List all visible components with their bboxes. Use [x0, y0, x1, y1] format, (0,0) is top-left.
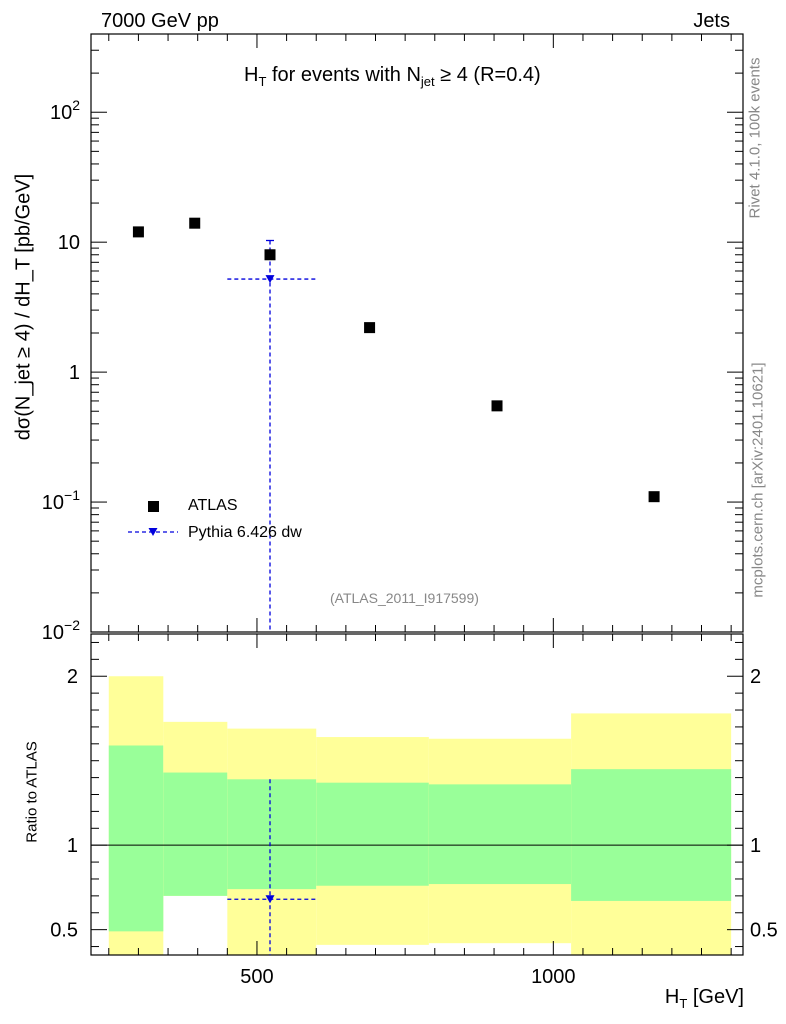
- y-tick-label-0: 10−2: [42, 617, 80, 644]
- ratio-axis-label: Ratio to ATLAS: [23, 741, 41, 843]
- ratio-tick-label-right-0.5: 0.5: [750, 920, 778, 942]
- ratio-mc-point-0: [265, 895, 275, 904]
- y-tick-label-exponent: 2: [72, 97, 80, 113]
- mc-point-0: [265, 275, 275, 284]
- ratio-tick-label-right-2: 2: [750, 666, 761, 688]
- x-ticks: [108, 34, 732, 955]
- plot-title: HT for events with Njet ≥ 4 (R=0.4): [244, 64, 541, 89]
- legend-marker-pythia: [148, 528, 158, 536]
- header-right: Jets: [693, 10, 730, 32]
- y-tick-label-exponent: −2: [64, 617, 80, 633]
- mcplots-info: mcplots.cern.ch [arXiv:2401.10621]: [749, 362, 767, 598]
- y-tick-label-3: 10: [58, 232, 80, 254]
- x-axis-label-sub: T: [679, 996, 688, 1011]
- ratio-band-green-1: [163, 772, 228, 896]
- atlas-point-3: [364, 322, 376, 334]
- ratio-tick-label-left-2: 2: [67, 666, 78, 688]
- atlas-point-2: [264, 249, 276, 261]
- y-axis-label: dσ(N_jet ≥ 4) / dH_T [pb/GeV]: [12, 173, 35, 441]
- y-ticks: [91, 33, 743, 633]
- ratio-tick-label-right-1: 1: [750, 835, 761, 857]
- ratio-band-green-3: [316, 782, 429, 886]
- title-mid: for events with N: [266, 64, 421, 86]
- y-tick-label-2: 1: [69, 362, 80, 384]
- title-prefix-sub: T: [258, 74, 267, 89]
- ratio-band-green-5: [571, 769, 732, 901]
- header-left: 7000 GeV pp: [101, 10, 219, 32]
- ratio-bands: [108, 676, 732, 955]
- legend-label-atlas: ATLAS: [188, 497, 238, 514]
- ratio-tick-label-left-1: 1: [67, 835, 78, 857]
- x-axis-label-main: H: [664, 986, 680, 1008]
- main-frame: [90, 33, 744, 633]
- y-tick-label-1: 10−1: [42, 487, 80, 514]
- x-tick-label-500: 500: [240, 966, 273, 988]
- ratio-band-green-4: [428, 784, 572, 885]
- ratio-band-green-0: [108, 745, 164, 932]
- ratio-tick-label-left-0.5: 0.5: [50, 920, 78, 942]
- atlas-points: [132, 217, 660, 503]
- analysis-id: (ATLAS_2011_I917599): [330, 590, 479, 606]
- title-mid-sub: jet: [420, 74, 435, 89]
- title-prefix: H: [244, 64, 259, 86]
- title-suffix: ≥ 4 (R=0.4): [434, 64, 541, 86]
- ratio-y-ticks: [91, 641, 743, 948]
- x-axis-label-unit: [GeV]: [687, 986, 744, 1008]
- legend-label-pythia: Pythia 6.426 dw: [188, 524, 302, 541]
- y-tick-label-exponent: −1: [64, 487, 80, 503]
- atlas-point-5: [648, 491, 660, 503]
- x-axis-label: HT [GeV]: [665, 986, 744, 1011]
- atlas-point-0: [132, 226, 144, 238]
- x-tick-label-1000: 1000: [531, 966, 576, 988]
- ratio-band-green-2: [227, 779, 317, 890]
- y-tick-label-4: 102: [50, 97, 80, 124]
- atlas-point-4: [491, 400, 503, 412]
- rivet-info: Rivet 4.1.0, 100k events: [746, 57, 764, 219]
- atlas-point-1: [189, 217, 201, 229]
- legend-marker-atlas: [148, 501, 159, 512]
